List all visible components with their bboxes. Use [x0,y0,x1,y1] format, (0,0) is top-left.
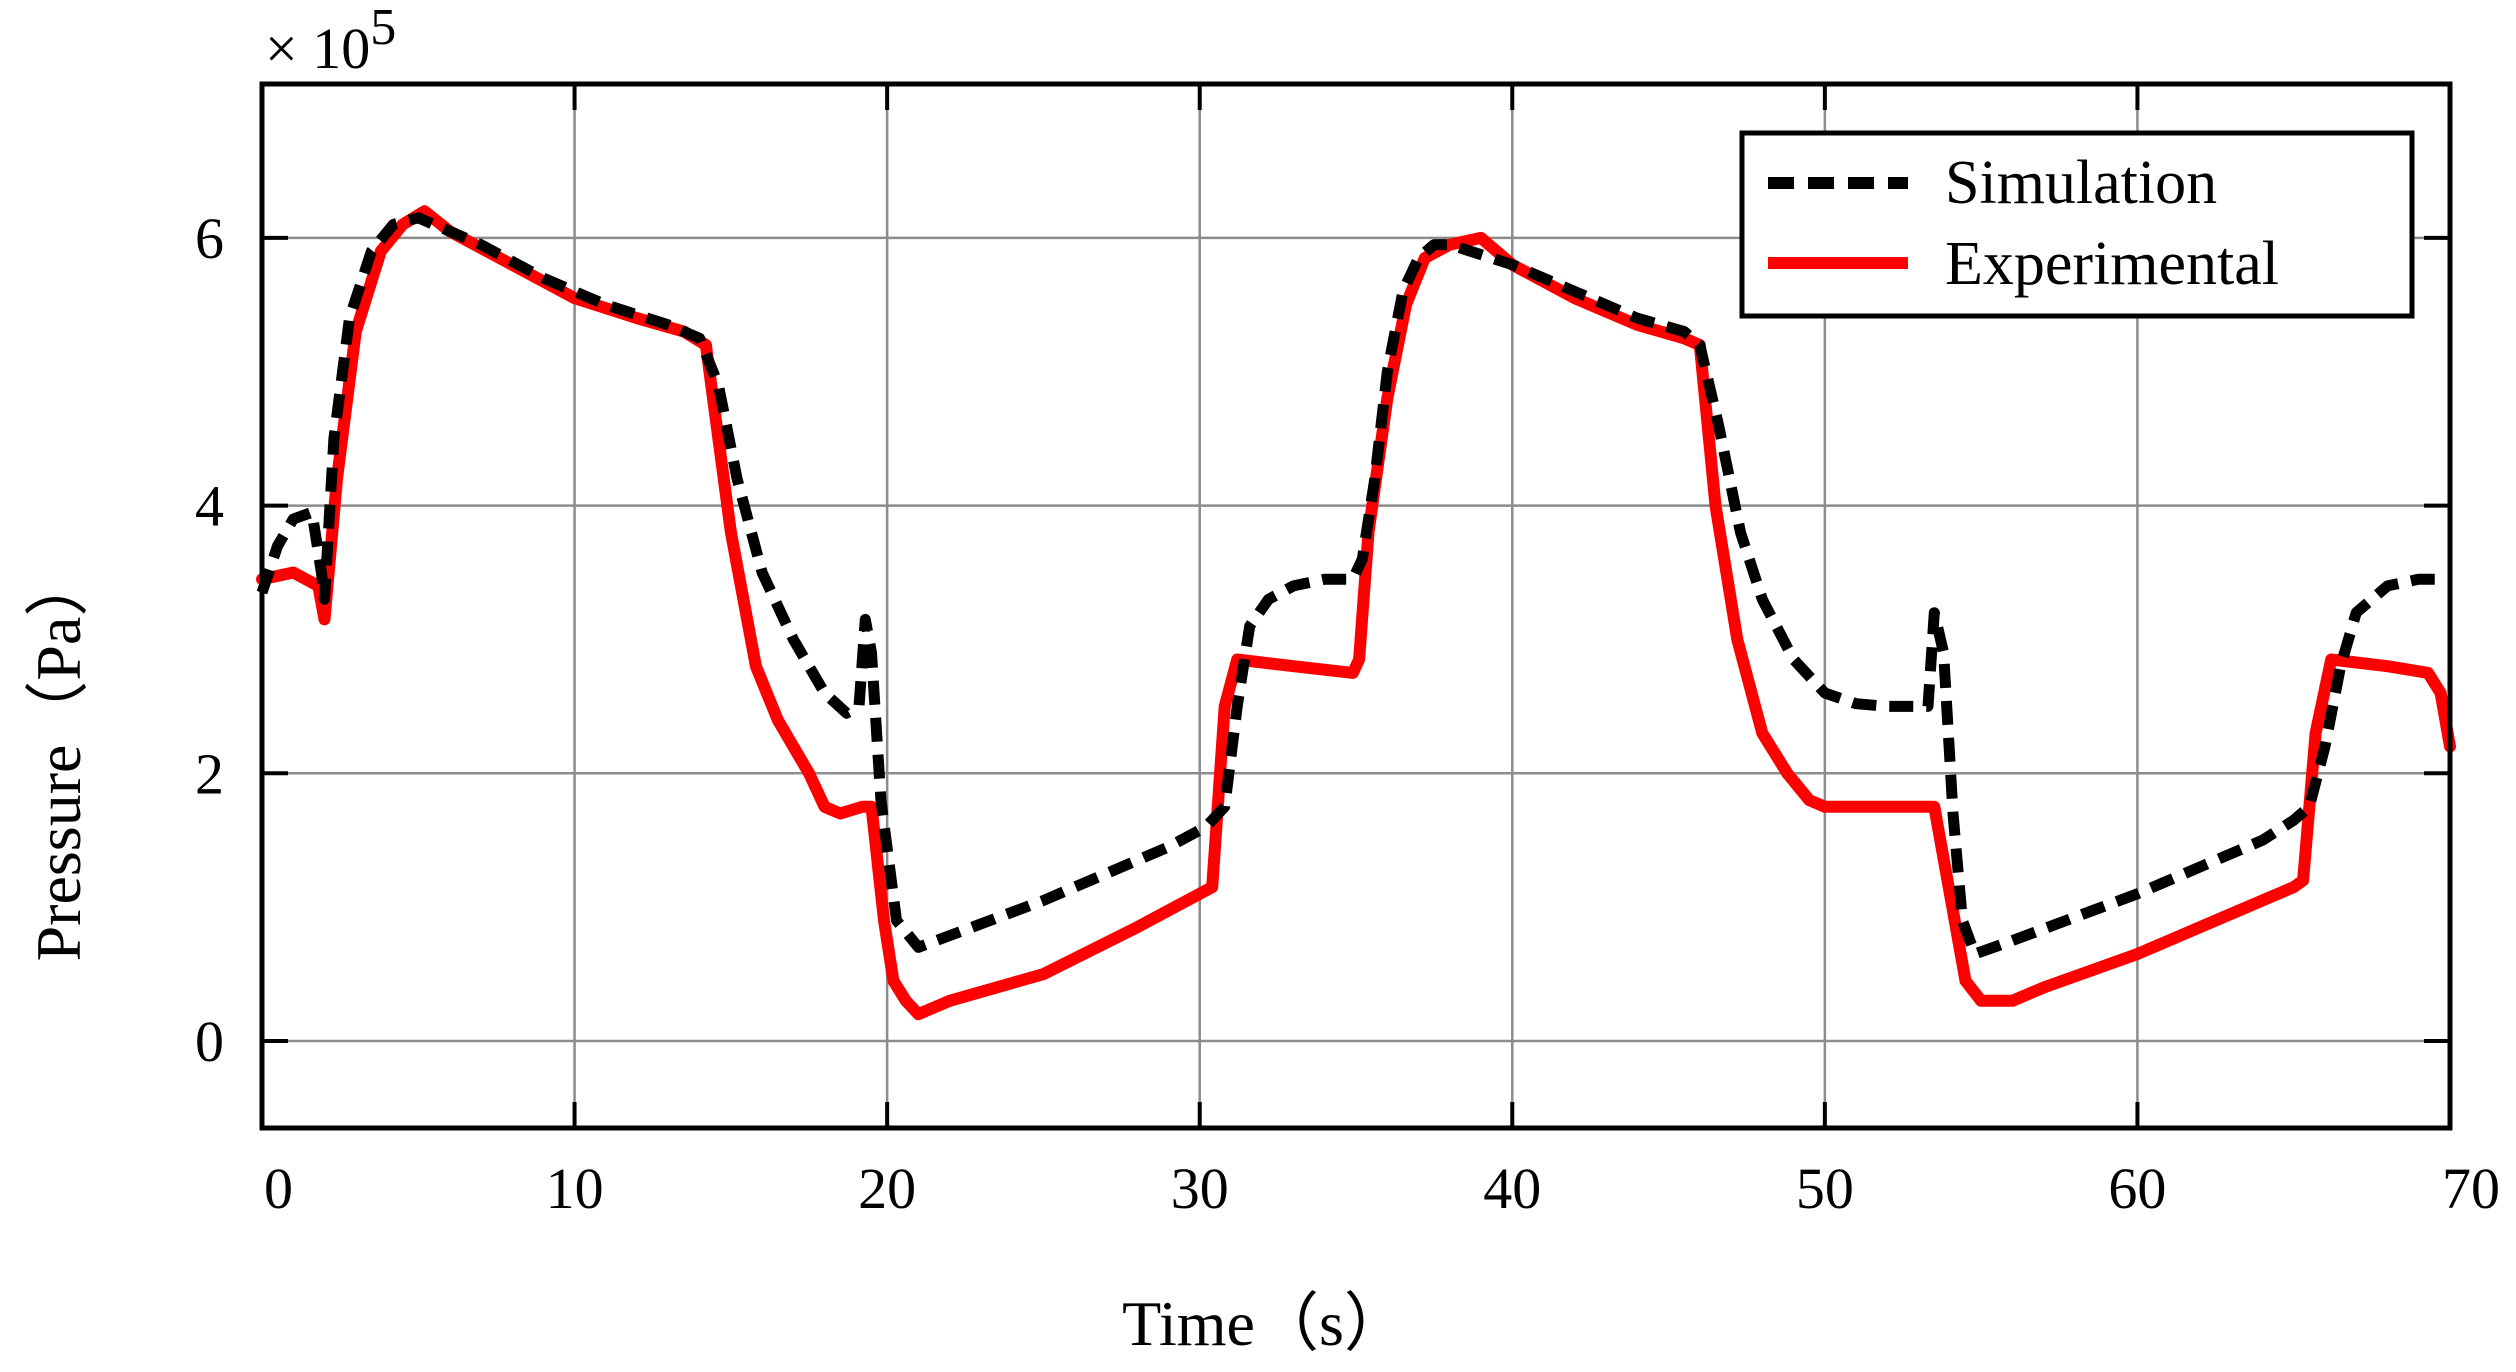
y-tick-label: 4 [195,474,224,539]
y-multiplier-base: × 10 [265,16,370,81]
plot-frame [259,81,2453,1131]
x-tick-label: 50 [1796,1156,1854,1221]
x-tick-label: 30 [1171,1156,1229,1221]
x-tick-label: 0 [264,1156,293,1221]
legend-label-simulation: Simulation [1945,149,2217,217]
x-axis-label: Time（s） [1122,1288,1408,1359]
legend-box [1739,130,2415,319]
x-tick-label: 60 [2108,1156,2166,1221]
y-multiplier-exponent: 5 [370,0,396,56]
series-line-simulation [256,212,2450,960]
series-line-experimental [256,205,2456,1021]
y-tick-label: 6 [195,206,224,271]
y-axis-label: Pressure（Pa） [23,553,94,962]
y-tick-label: 2 [195,741,224,806]
y-multiplier-label: × 105 [265,0,396,81]
x-tick-label: 70 [2442,1156,2500,1221]
x-tick-label: 20 [858,1156,916,1221]
legend-label-experimental: Experimental [1945,230,2279,298]
legend: Simulation Experimental [1739,130,2415,319]
x-tick-label: 10 [546,1156,604,1221]
x-tick-label: 40 [1483,1156,1541,1221]
series-layer [256,205,2456,1021]
y-tick-label: 0 [195,1009,224,1074]
